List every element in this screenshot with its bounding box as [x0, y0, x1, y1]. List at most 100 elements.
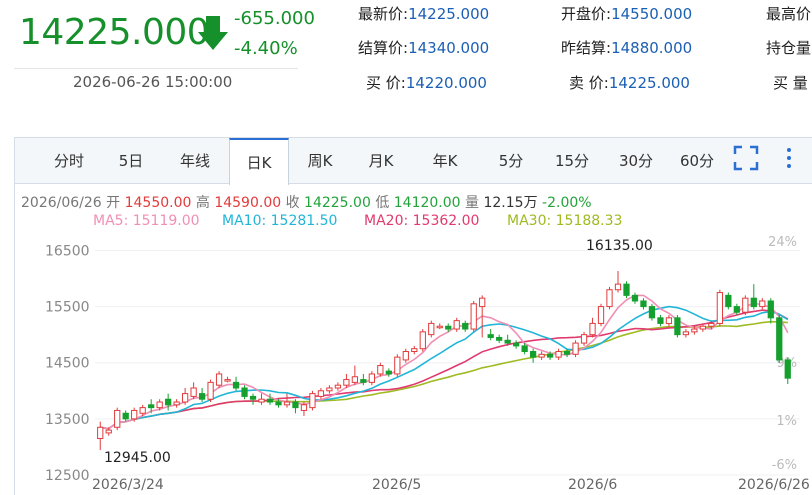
candle-body — [623, 283, 630, 296]
candle-body — [249, 395, 257, 400]
candle-body — [648, 306, 656, 319]
tab-4[interactable]: 周K — [307, 152, 333, 170]
ma30-line — [100, 320, 788, 430]
y-tick-label: 13500 — [45, 412, 90, 428]
candle-body — [589, 322, 596, 336]
candle-body — [521, 345, 528, 352]
chart-period-tabs: 分时 5日 年线 日K 周K 月K 年K 5分 15分 30分 60分 — [15, 138, 812, 185]
candle-body — [759, 300, 766, 308]
quote-field-0: 最新价:14225.000 — [358, 3, 489, 24]
quote-field-label: 最高价 — [766, 5, 812, 23]
candle-body — [776, 317, 783, 361]
quote-field-label: 卖 价: — [569, 74, 609, 92]
candle-body — [377, 365, 384, 375]
candle-body — [513, 342, 520, 347]
candle-body — [419, 331, 426, 350]
candle-body — [708, 322, 715, 327]
candle-body — [292, 401, 299, 409]
tab-10[interactable]: 60分 — [679, 152, 715, 170]
x-tick-label: 2026/6/26 — [738, 477, 810, 493]
quote-field-label: 买 量 — [773, 74, 808, 92]
quote-field-value: 14550.000 — [611, 5, 693, 23]
quote-field-label: 买 价: — [366, 74, 406, 92]
quote-field-value: 14225.000 — [608, 74, 690, 92]
candle-body — [529, 351, 537, 358]
ma20-line — [100, 309, 789, 430]
candle-body — [725, 294, 732, 308]
candle-body — [190, 387, 197, 397]
candle-body — [360, 379, 367, 383]
candle-body — [742, 297, 749, 313]
ma5-line — [100, 294, 789, 430]
candle-body — [580, 334, 588, 344]
y-tick-label: 15500 — [45, 300, 90, 316]
candle-body — [479, 297, 486, 308]
candle-body — [173, 401, 180, 406]
x-tick-label: 2026/3/24 — [92, 477, 164, 493]
candle-body — [428, 322, 435, 336]
candle-body — [546, 353, 554, 358]
tab-0[interactable]: 分时 — [53, 152, 84, 170]
ohlc-volume: 12.15万 — [483, 195, 538, 211]
candle-body — [699, 325, 707, 330]
quote-field-1: 结算价:14340.000 — [358, 37, 489, 58]
candle-body — [640, 300, 647, 308]
tab-8[interactable]: 15分 — [554, 152, 590, 170]
candle-body — [733, 306, 740, 313]
candle-body — [606, 289, 613, 308]
candle-body — [657, 317, 664, 324]
candle-body — [385, 370, 392, 375]
candle-body — [283, 401, 291, 406]
candle-body — [487, 334, 494, 338]
candle-body — [411, 348, 418, 352]
tab-3[interactable]: 日K — [229, 138, 289, 185]
candle-body — [207, 381, 214, 400]
quote-field-2: 买 价:14220.000 — [366, 72, 487, 93]
candle-body — [241, 387, 248, 397]
candle-body — [682, 331, 690, 336]
candle-body — [198, 393, 206, 400]
candle-body — [343, 379, 350, 386]
tab-6[interactable]: 年K — [432, 152, 458, 170]
candle-body — [445, 325, 452, 330]
candle-body — [462, 322, 469, 330]
candle-body — [224, 379, 231, 382]
fullscreen-icon[interactable] — [733, 145, 759, 171]
price-change: -655.000 — [234, 8, 315, 29]
quote-field-label: 开盘价: — [561, 5, 612, 23]
price-change-percent: -4.40% — [234, 38, 298, 59]
candle-body — [436, 325, 443, 329]
y-right-tick-label: -6% — [772, 458, 797, 473]
quote-field-6: 最高价 — [766, 3, 811, 24]
candle-body — [326, 387, 333, 392]
quote-field-3: 开盘价:14550.000 — [561, 3, 692, 24]
candle-body — [555, 351, 562, 358]
quote-field-label: 最新价: — [358, 5, 409, 23]
candle-body — [300, 404, 308, 411]
tab-5[interactable]: 月K — [368, 152, 394, 170]
ma20-label: MA20: 15362.00 — [364, 213, 480, 229]
high-annotation: 16135.00 — [586, 238, 653, 254]
quote-field-value: 14340.000 — [408, 39, 490, 57]
tab-9[interactable]: 30分 — [618, 152, 654, 170]
more-vertical-icon[interactable] — [787, 148, 791, 168]
candle-body — [114, 409, 121, 428]
x-tick-label: 2026/5 — [372, 477, 421, 493]
candle-body — [105, 429, 112, 434]
x-tick-label: 2026/6 — [568, 477, 617, 493]
quote-field-value: 14225.000 — [408, 5, 490, 23]
candle-body — [496, 336, 503, 341]
candle-body — [258, 398, 265, 403]
candle-body — [97, 426, 104, 440]
candle-body — [165, 398, 172, 406]
y-right-tick-label: 1% — [776, 414, 797, 429]
down-arrow-icon — [198, 16, 228, 50]
tab-1[interactable]: 5日 — [118, 152, 144, 170]
candle-body — [139, 407, 146, 414]
tab-2[interactable]: 年线 — [179, 152, 210, 170]
tab-7[interactable]: 5分 — [498, 152, 524, 170]
quote-field-7: 持仓量 — [766, 37, 811, 58]
ma5-label: MA5: 15119.00 — [93, 213, 200, 229]
candle-body — [563, 351, 571, 355]
